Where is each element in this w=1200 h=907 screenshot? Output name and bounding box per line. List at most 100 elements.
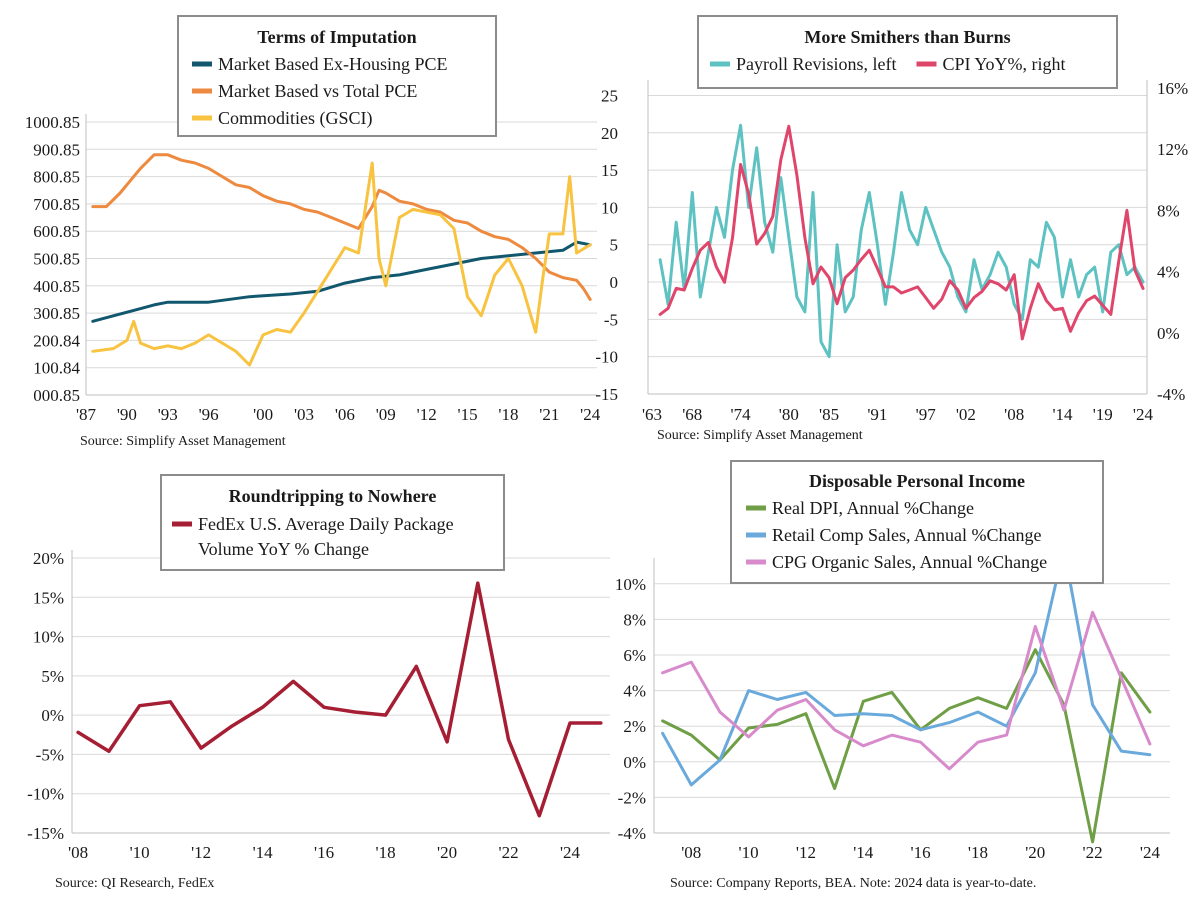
x-tick-label: '15 (458, 405, 478, 424)
x-tick-label: '24 (1140, 843, 1161, 862)
legend-label: Market Based vs Total PCE (218, 81, 417, 101)
x-tick-label: '96 (199, 405, 219, 424)
legend-label: Real DPI, Annual %Change (772, 498, 974, 518)
series-line (661, 610, 1152, 771)
x-tick-label: '12 (191, 843, 211, 862)
x-tick-label: '16 (911, 843, 931, 862)
chart-title: Terms of Imputation (257, 27, 416, 47)
y-tick-label: 800.85 (33, 168, 80, 187)
y-tick-label: 10% (615, 575, 646, 594)
y-tick-label: 5% (41, 667, 64, 686)
y-tick-label: 8% (623, 610, 646, 629)
x-tick-label: '08 (681, 843, 701, 862)
x-tick-label: '20 (437, 843, 457, 862)
chart-title: Disposable Personal Income (809, 471, 1025, 491)
y-tick-label: 0% (41, 706, 64, 725)
y-tick-label: 600.85 (33, 222, 80, 241)
x-tick-label: '18 (498, 405, 518, 424)
y-tick-label: -4% (618, 824, 646, 843)
x-tick-label: '21 (539, 405, 559, 424)
y-left-tick-label: 15 (601, 161, 618, 180)
y-left-tick-label: 20 (601, 124, 618, 143)
y-tick-label: -5% (36, 745, 64, 764)
legend-box (177, 15, 497, 137)
series-group (658, 124, 1145, 341)
x-tick-label: '12 (796, 843, 816, 862)
y-tick-label: 10% (33, 628, 64, 647)
x-tick-label: '90 (117, 405, 137, 424)
y-tick-label: 2% (623, 717, 646, 736)
y-tick-label: 1000.85 (25, 113, 80, 132)
series-group (661, 648, 1152, 844)
x-tick-label: '03 (294, 405, 314, 424)
y-right-tick-label: 8% (1157, 201, 1180, 220)
chart-title: More Smithers than Burns (804, 27, 1010, 47)
x-tick-label: '10 (130, 843, 150, 862)
y-tick-label: 500.85 (33, 250, 80, 269)
source-note: Source: Company Reports, BEA. Note: 2024… (670, 876, 1036, 891)
x-tick-label: '24 (1133, 405, 1154, 424)
y-right-tick-label: -4% (1157, 385, 1185, 404)
legend-label: FedEx U.S. Average Daily Package (198, 514, 454, 534)
legend-label: Retail Comp Sales, Annual %Change (772, 525, 1041, 545)
x-tick-label: '93 (158, 405, 178, 424)
x-tick-label: '14 (853, 843, 874, 862)
legend-label: CPI YoY%, right (943, 54, 1066, 74)
series-line (658, 124, 1145, 341)
x-tick-label: '14 (253, 843, 274, 862)
y-right-tick-label: 0% (1157, 324, 1180, 343)
x-tick-label: '00 (253, 405, 273, 424)
y-tick-label: 20% (33, 549, 64, 568)
y-tick-label: -15% (27, 824, 64, 843)
x-tick-label: '24 (580, 405, 601, 424)
y-left-tick-label: -15 (595, 385, 618, 404)
y-tick-label: 15% (33, 588, 64, 607)
x-tick-label: '12 (417, 405, 437, 424)
legend-label: Volume YoY % Change (198, 539, 369, 559)
x-tick-label: '18 (376, 843, 396, 862)
y-tick-label: 200.84 (33, 331, 80, 350)
y-tick-label: -10% (27, 785, 64, 804)
y-tick-label: 100.84 (33, 359, 80, 378)
series-line (91, 161, 592, 367)
x-tick-label: '16 (314, 843, 334, 862)
x-tick-label: '87 (76, 405, 97, 424)
y-right-tick-label: 12% (1157, 140, 1188, 159)
y-tick-label: 400.85 (33, 277, 80, 296)
x-tick-label: '20 (1025, 843, 1045, 862)
legend-box (160, 474, 505, 571)
y-tick-label: 700.85 (33, 195, 80, 214)
x-tick-label: '08 (68, 843, 88, 862)
x-tick-label: '08 (1004, 405, 1024, 424)
chart-title: Roundtripping to Nowhere (229, 486, 437, 506)
x-tick-label: '91 (867, 405, 887, 424)
x-tick-label: '14 (1052, 405, 1073, 424)
legend-label: Market Based Ex-Housing PCE (218, 54, 447, 74)
series-group (76, 581, 603, 818)
legend-box (730, 460, 1104, 584)
x-tick-label: '74 (731, 405, 752, 424)
x-tick-label: '09 (376, 405, 396, 424)
x-tick-label: '22 (499, 843, 519, 862)
x-tick-label: '63 (642, 405, 662, 424)
source-note: Source: Simplify Asset Management (80, 434, 286, 449)
x-tick-label: '22 (1083, 843, 1103, 862)
y-tick-label: 6% (623, 646, 646, 665)
y-right-tick-label: 16% (1157, 79, 1188, 98)
x-tick-label: '19 (1093, 405, 1113, 424)
y-left-tick-label: -5 (604, 310, 618, 329)
x-tick-label: '10 (739, 843, 759, 862)
y-tick-label: 4% (623, 682, 646, 701)
x-tick-label: '68 (682, 405, 702, 424)
x-tick-label: '97 (916, 405, 937, 424)
y-tick-label: -2% (618, 788, 646, 807)
x-tick-label: '18 (968, 843, 988, 862)
y-tick-label: 000.85 (33, 386, 80, 405)
source-note: Source: Simplify Asset Management (657, 428, 863, 443)
series-line (91, 153, 592, 301)
y-left-tick-label: 0 (610, 273, 619, 292)
series-line (76, 581, 603, 818)
x-tick-label: '24 (560, 843, 581, 862)
y-tick-label: 900.85 (33, 140, 80, 159)
